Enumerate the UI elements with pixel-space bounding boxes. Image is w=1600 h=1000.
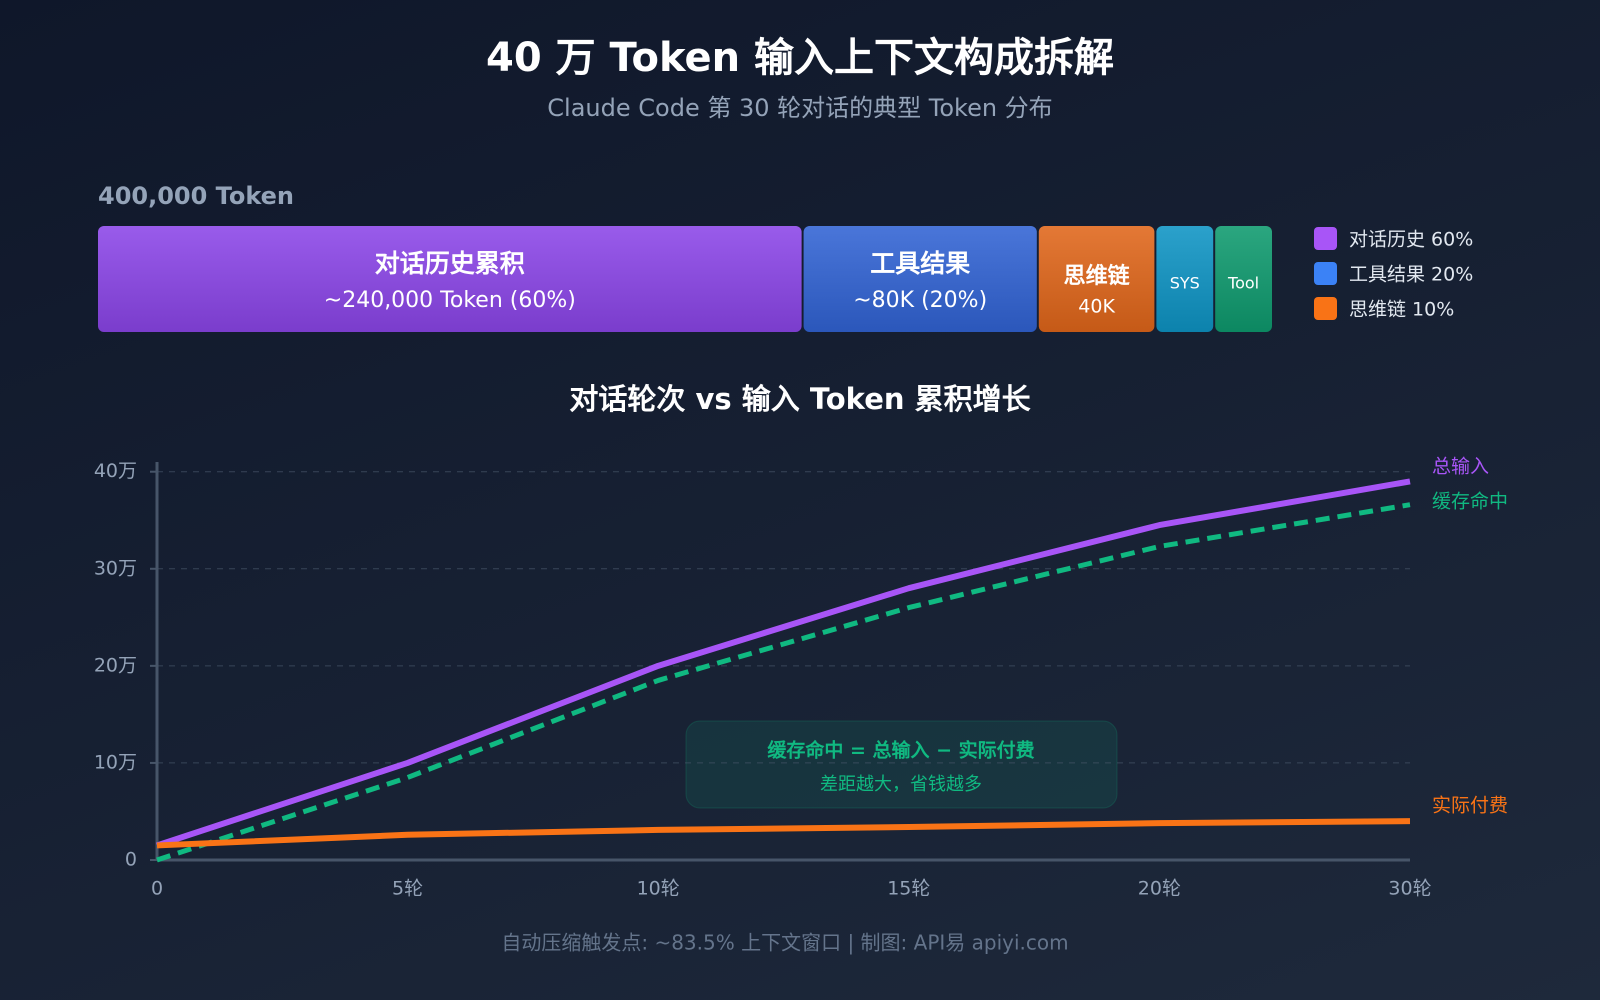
page-title: 40 万 Token 输入上下文构成拆解	[486, 35, 1114, 81]
series-line	[156, 478, 1411, 849]
legend-label: 思维链 10%	[1349, 299, 1454, 321]
bar-shine	[98, 226, 802, 332]
annotation: 差距越大，省钱越多	[820, 774, 982, 795]
legend-swatch	[1314, 262, 1337, 285]
series-line	[156, 818, 1411, 849]
segment-label: SYS	[1170, 274, 1200, 293]
bar-shine	[803, 226, 1037, 332]
bar-title: 400,000 Token	[98, 182, 294, 210]
segment-label: Tool	[1227, 274, 1259, 293]
segment-value-label: ~240,000 Token (60%)	[324, 288, 576, 313]
series-label: 实际付费	[1432, 795, 1508, 817]
x-tick-label: 30轮	[1388, 878, 1431, 900]
x-tick-label: 15轮	[887, 878, 930, 900]
legend-label: 工具结果 20%	[1349, 264, 1473, 286]
y-tick-label: 30万	[94, 557, 137, 579]
segment-value-label: ~80K (20%)	[853, 288, 987, 313]
series-label: 缓存命中	[1432, 491, 1508, 513]
y-tick-label: 0	[125, 849, 137, 871]
x-tick-label: 0	[151, 878, 163, 900]
segment-label: 工具结果	[870, 249, 970, 278]
segment-label: 思维链	[1064, 263, 1130, 289]
y-tick-label: 20万	[94, 654, 137, 676]
legend-swatch	[1314, 227, 1337, 250]
footer: 自动压缩触发点: ~83.5% 上下文窗口 | 制图: API易 apiyi.c…	[501, 931, 1068, 955]
page-subtitle: Claude Code 第 30 轮对话的典型 Token 分布	[547, 94, 1052, 122]
annotation: 缓存命中 = 总输入 − 实际付费	[767, 739, 1034, 762]
series-line	[156, 502, 1411, 863]
x-tick-label: 10轮	[637, 878, 680, 900]
legend-swatch	[1314, 297, 1337, 320]
bar-shine	[1156, 226, 1214, 332]
bar-shine	[1215, 226, 1272, 332]
annotation-box	[685, 720, 1118, 809]
bar-shine	[1038, 226, 1155, 332]
segment-value-label: 40K	[1078, 296, 1115, 318]
series-label: 总输入	[1432, 456, 1489, 478]
segment-label: 对话历史累积	[375, 249, 525, 278]
y-tick-label: 10万	[94, 751, 137, 773]
y-tick-label: 40万	[94, 460, 137, 482]
legend-label: 对话历史 60%	[1349, 229, 1473, 251]
x-tick-label: 20轮	[1138, 878, 1181, 900]
x-tick-label: 5轮	[392, 878, 423, 900]
line-chart-title: 对话轮次 vs 输入 Token 累积增长	[569, 382, 1031, 416]
